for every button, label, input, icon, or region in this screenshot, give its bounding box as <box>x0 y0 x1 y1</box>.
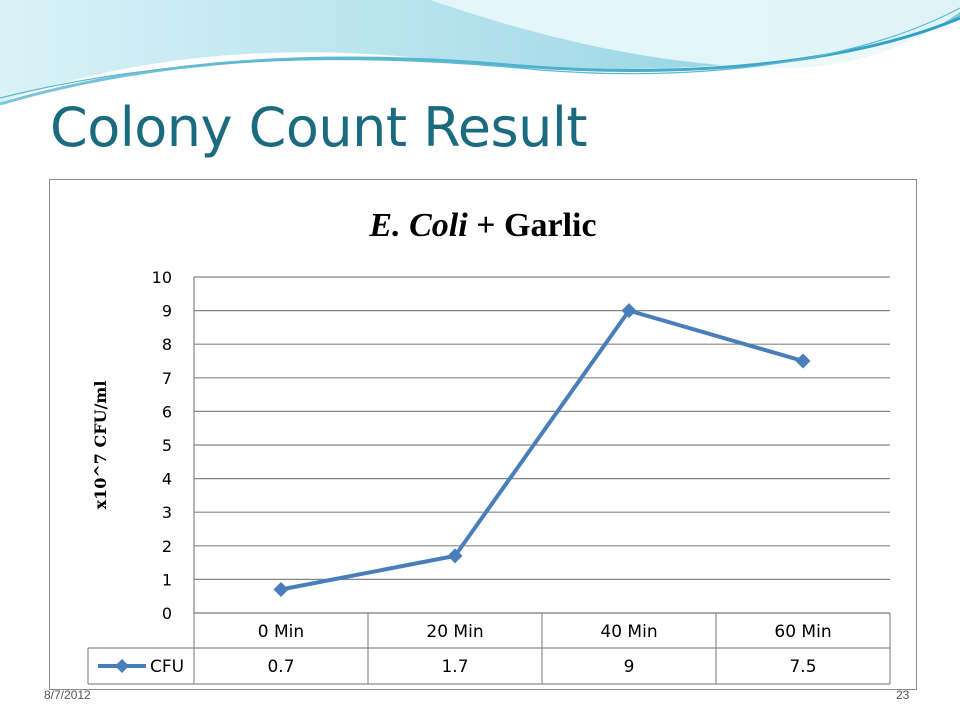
y-tick-label: 8 <box>162 335 172 354</box>
header-wave-decoration <box>0 0 960 106</box>
x-category-label: 0 Min <box>258 622 304 642</box>
legend-label: CFU <box>150 657 184 677</box>
y-tick-label: 5 <box>162 436 172 455</box>
y-tick-label: 0 <box>162 604 172 623</box>
x-category-label: 20 Min <box>426 622 483 642</box>
y-tick-label: 9 <box>162 302 172 321</box>
data-point <box>621 303 637 319</box>
footer-date: 8/7/2012 <box>44 688 91 702</box>
y-tick-label: 6 <box>162 402 172 421</box>
slide-title: Colony Count Result <box>50 96 588 159</box>
chart-title-italic: E. Coli <box>368 207 468 244</box>
chart-title-rest: + Garlic <box>468 207 597 244</box>
series-line <box>280 308 804 592</box>
chart-title: E. Coli + Garlic <box>368 207 596 244</box>
y-tick-label: 1 <box>162 570 172 589</box>
y-tick-label: 10 <box>152 268 172 287</box>
data-point <box>447 548 463 564</box>
data-point <box>795 353 811 369</box>
data-table-value: 0.7 <box>267 657 294 677</box>
slide-number: 23 <box>896 688 910 702</box>
data-table-value: 7.5 <box>789 657 816 677</box>
data-point <box>273 581 289 597</box>
data-table-value: 9 <box>624 657 635 677</box>
y-tick-label: 4 <box>162 470 172 489</box>
data-table-value: 1.7 <box>441 657 468 677</box>
y-tick-label: 2 <box>162 537 172 556</box>
y-tick-label: 7 <box>162 369 172 388</box>
y-tick-label: 3 <box>162 503 172 522</box>
x-category-label: 60 Min <box>774 622 831 642</box>
x-category-label: 40 Min <box>600 622 657 642</box>
legend-marker <box>115 659 129 673</box>
y-axis-label: x10^7 CFU/ml <box>91 381 110 510</box>
